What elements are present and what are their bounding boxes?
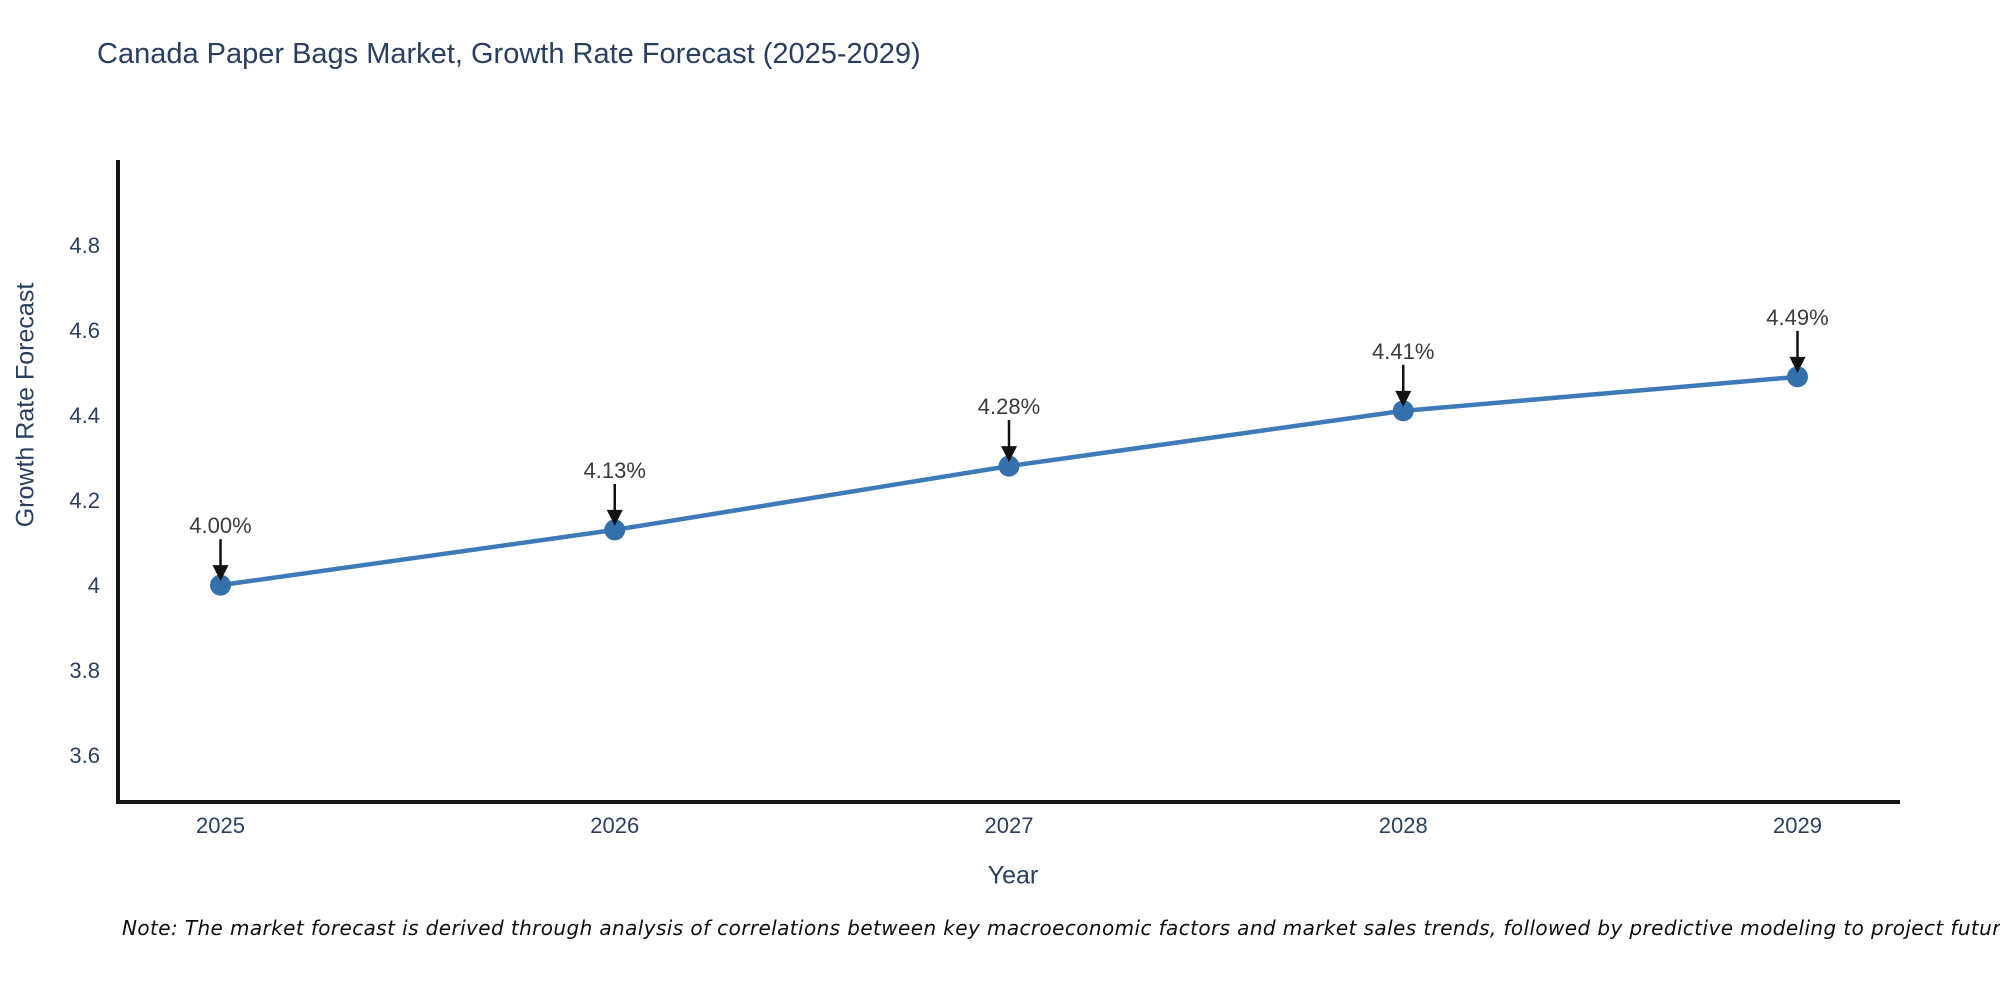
data-point-label: 4.13% (584, 458, 646, 483)
y-tick-label: 4.8 (69, 233, 100, 258)
y-tick-label: 3.8 (69, 658, 100, 683)
x-axis-title: Year (987, 861, 1039, 890)
data-point-marker[interactable] (998, 455, 1020, 477)
data-point-marker[interactable] (210, 574, 232, 596)
annotation-arrow-head (606, 509, 623, 526)
x-tick-label: 2029 (1773, 813, 1822, 838)
annotation-arrow-head (1395, 390, 1412, 407)
y-tick-label: 4.2 (69, 488, 100, 513)
annotation-arrow-head (1001, 446, 1017, 463)
data-point-label: 4.00% (189, 513, 251, 538)
y-axis-title: Growth Rate Forecast (11, 282, 40, 528)
x-tick-label: 2026 (590, 813, 639, 838)
data-point-marker[interactable] (1786, 366, 1808, 388)
x-tick-label: 2028 (1379, 813, 1428, 838)
data-point-marker[interactable] (1392, 400, 1414, 422)
annotation-arrow-head (212, 565, 229, 582)
y-tick-label: 4.6 (69, 318, 100, 343)
annotation-arrow-head (1789, 356, 1806, 373)
y-tick-label: 3.6 (69, 743, 100, 768)
footnote: Note: The market forecast is derived thr… (122, 916, 2000, 940)
x-tick-label: 2025 (196, 813, 245, 838)
chart-title: Canada Paper Bags Market, Growth Rate Fo… (97, 38, 921, 70)
y-tick-label: 4 (88, 573, 100, 598)
data-point-label: 4.49% (1766, 305, 1828, 330)
y-tick-label: 4.4 (69, 403, 100, 428)
data-point-label: 4.28% (978, 394, 1040, 419)
x-tick-label: 2027 (985, 813, 1034, 838)
data-point-marker[interactable] (604, 519, 626, 541)
data-point-label: 4.41% (1372, 339, 1434, 364)
